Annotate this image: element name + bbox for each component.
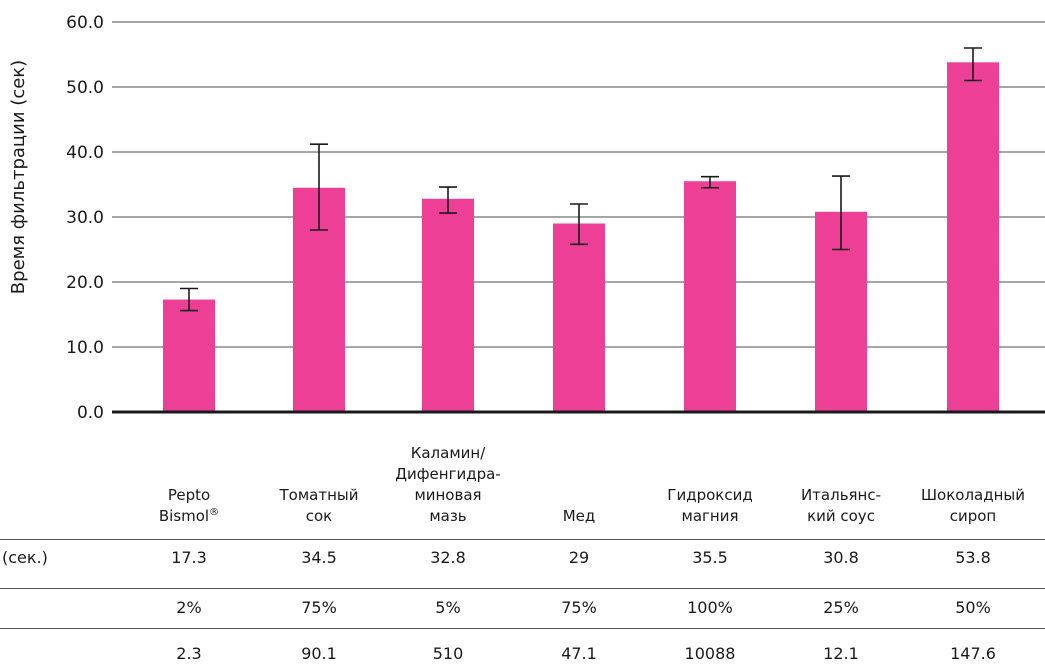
y-tick-label: 50.0: [66, 78, 104, 98]
table-cell: 50%: [955, 598, 991, 617]
table-row: 2% 75% 5% 75% 100% 25% 50%: [0, 593, 1045, 623]
table-cell: 2%: [176, 598, 202, 617]
y-tick-label: 60.0: [66, 13, 104, 33]
y-tick-label: 0.0: [77, 403, 104, 423]
table-row: (сек.) 17.3 34.5 32.8 29 35.5 30.8 53.8: [0, 543, 1045, 573]
table-cell: 510: [432, 644, 464, 663]
table-cell: 35.5: [692, 548, 728, 567]
table-cell: 17.3: [171, 548, 207, 567]
category-label: Pepto: [168, 486, 210, 504]
table-cell: 47.1: [561, 644, 597, 663]
y-tick-label: 20.0: [66, 273, 104, 293]
bar: [163, 299, 215, 412]
table-cell: 5%: [435, 598, 461, 617]
table-cell: 12.1: [823, 644, 859, 663]
y-tick-label: 40.0: [66, 143, 104, 163]
bar-chart: 0.0 10.0 20.0 30.0 40.0 50.0 60.0 Время фильтра…: [8, 13, 1045, 525]
y-tick-label: 10.0: [66, 338, 104, 358]
row-label: (сек.): [2, 548, 48, 567]
category-label: Гидроксид: [667, 486, 752, 504]
category-label: сок: [306, 507, 332, 525]
category-label: кий соус: [807, 507, 875, 525]
table-cell: 53.8: [955, 548, 991, 567]
y-tick-label: 30.0: [66, 208, 104, 228]
category-label: Мед: [563, 507, 596, 525]
category-label: Итальянс-: [801, 486, 881, 504]
table-cell: 29: [568, 548, 590, 567]
category-label: магния: [682, 507, 739, 525]
table-cell: 75%: [561, 598, 597, 617]
table-cell: 147.6: [950, 644, 996, 663]
category-label: Bismol®: [159, 507, 219, 525]
category-label: сироп: [950, 507, 997, 525]
table-cell: 30.8: [823, 548, 859, 567]
table-cell: 32.8: [430, 548, 466, 567]
bar: [422, 198, 474, 412]
bar: [553, 223, 605, 412]
table-cell: 25%: [823, 598, 859, 617]
bar: [947, 62, 999, 413]
table-row: 2.3 90.1 510 47.1 10088 12.1 147.6: [0, 639, 1045, 669]
category-label: Шоколадный: [921, 486, 1025, 504]
category-label: Дифенгидра-: [395, 465, 500, 483]
y-axis-title: Время фильтрации (сек): [8, 60, 29, 294]
table-cell: 10088: [684, 644, 736, 663]
bar: [684, 181, 736, 412]
table-cell: 34.5: [301, 548, 337, 567]
category-label: миновая: [414, 486, 481, 504]
table-cell: 2.3: [176, 644, 202, 663]
category-label: Каламин/: [411, 444, 486, 462]
table-cell: 75%: [301, 598, 337, 617]
table-divider: [0, 539, 1045, 540]
table-cell: 90.1: [301, 644, 337, 663]
table-divider: [0, 588, 1045, 589]
category-label: Томатный: [279, 486, 359, 504]
table-divider: [0, 628, 1045, 629]
category-label: мазь: [429, 507, 466, 525]
table-cell: 100%: [687, 598, 733, 617]
